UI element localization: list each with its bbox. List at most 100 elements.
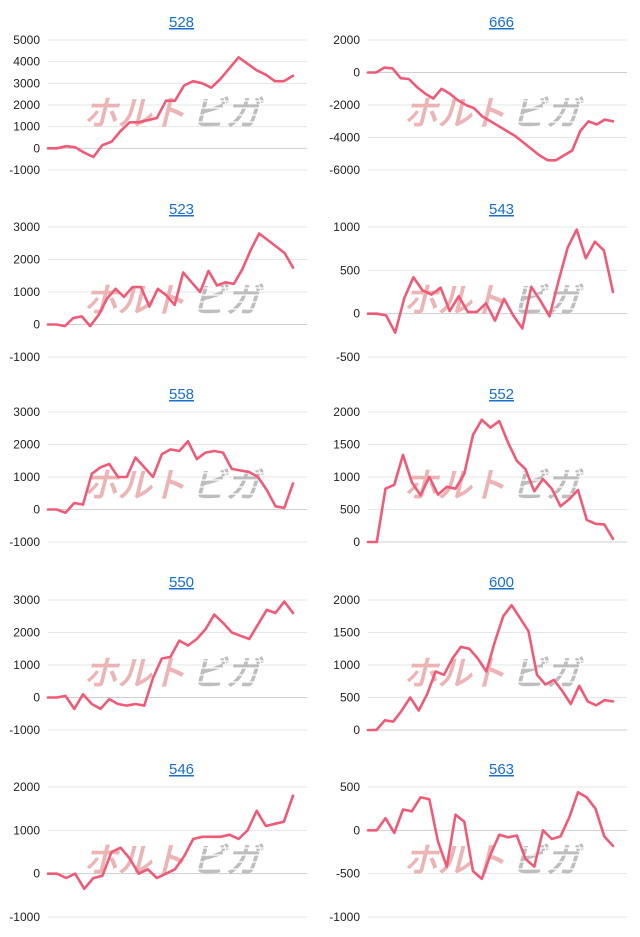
data-point <box>199 291 202 294</box>
data-point <box>514 135 517 138</box>
data-point <box>538 154 541 157</box>
data-point <box>612 538 615 541</box>
data-point <box>246 63 249 66</box>
data-point <box>128 121 131 124</box>
data-point <box>367 71 370 74</box>
data-point <box>131 286 134 289</box>
data-point <box>432 97 435 100</box>
data-point <box>448 92 451 95</box>
data-point <box>485 302 488 305</box>
data-point <box>448 310 451 313</box>
chart-title-link[interactable]: 546 <box>169 761 194 778</box>
chart-title-link[interactable]: 550 <box>169 574 194 591</box>
watermark-logo: ホルト ビガ <box>84 467 270 505</box>
data-point <box>539 299 542 302</box>
data-point <box>477 657 480 660</box>
data-point <box>165 872 168 875</box>
data-point <box>47 323 50 326</box>
chart-title-link[interactable]: 543 <box>489 201 514 218</box>
data-point <box>417 709 420 712</box>
data-point <box>274 612 277 615</box>
data-point <box>416 86 419 89</box>
data-point <box>140 286 143 289</box>
data-point <box>187 644 190 647</box>
data-point <box>557 279 560 282</box>
chart-title-link[interactable]: 563 <box>489 761 514 778</box>
data-point <box>274 80 277 83</box>
data-point <box>612 120 615 123</box>
chart-title-link[interactable]: 523 <box>169 201 194 218</box>
chart-title-link[interactable]: 552 <box>489 386 514 403</box>
data-point <box>228 67 231 70</box>
y-tick-label: 0 <box>33 318 40 332</box>
data-point <box>213 613 216 616</box>
chart-title-link[interactable]: 528 <box>169 14 194 31</box>
data-point <box>147 119 150 122</box>
data-point <box>585 257 588 260</box>
data-point <box>570 703 573 706</box>
data-point <box>237 56 240 59</box>
data-point <box>222 451 225 454</box>
y-tick-label: 1000 <box>13 658 40 672</box>
data-point <box>123 296 126 299</box>
watermark-logo: ホルト ビガ <box>404 95 590 133</box>
data-point <box>454 813 457 816</box>
data-point <box>519 617 522 620</box>
data-point <box>481 115 484 118</box>
data-point <box>536 674 539 677</box>
data-point <box>612 291 615 294</box>
data-point <box>157 288 160 291</box>
y-tick-label: 0 <box>33 691 40 705</box>
data-point <box>152 476 155 479</box>
y-tick-label: 1500 <box>333 626 360 640</box>
data-point <box>494 319 497 322</box>
data-point <box>91 703 94 706</box>
data-point <box>376 541 379 544</box>
data-point <box>266 489 269 492</box>
data-point <box>428 798 431 801</box>
data-point <box>489 426 492 429</box>
data-point <box>575 228 578 231</box>
series-line <box>366 603 615 732</box>
data-point <box>47 872 50 875</box>
chart-title-link[interactable]: 558 <box>169 386 194 403</box>
data-point <box>237 838 240 841</box>
y-tick-label: -1000 <box>9 350 40 364</box>
data-point <box>117 476 120 479</box>
data-point <box>502 615 505 618</box>
data-point <box>292 266 295 269</box>
data-point <box>255 69 258 72</box>
data-point <box>476 311 479 314</box>
chart-title-link[interactable]: 600 <box>489 574 514 591</box>
chart-title-link[interactable]: 666 <box>489 14 514 31</box>
data-point <box>137 872 140 875</box>
data-point <box>56 696 59 699</box>
chart-panel-558: 558 3000 2000 1000 0 -1000 ホルト ビガ <box>9 386 307 549</box>
data-point <box>108 463 111 466</box>
data-point <box>527 630 530 633</box>
data-point <box>603 699 606 702</box>
y-tick-label: 5000 <box>13 33 40 47</box>
data-point <box>266 609 269 612</box>
data-point <box>201 82 204 85</box>
y-tick-label: 1000 <box>13 285 40 299</box>
data-point <box>239 469 242 472</box>
chart-panel-666: 666 2000 0 -2000 -4000 -6000 ホルト ビガ <box>329 14 627 177</box>
data-point <box>178 450 181 453</box>
y-tick-label: 2000 <box>13 253 40 267</box>
data-point <box>56 147 59 150</box>
y-tick-label: 0 <box>353 823 360 837</box>
data-point <box>231 631 234 634</box>
data-point <box>376 829 379 832</box>
data-point <box>392 720 395 723</box>
data-point <box>182 271 185 274</box>
data-point <box>595 704 598 707</box>
y-tick-label: 500 <box>340 691 360 705</box>
data-point <box>446 486 449 489</box>
data-point <box>385 314 388 317</box>
data-point <box>92 156 95 159</box>
data-point <box>47 696 50 699</box>
data-point <box>421 289 424 292</box>
data-point <box>463 820 466 823</box>
data-point <box>126 476 129 479</box>
